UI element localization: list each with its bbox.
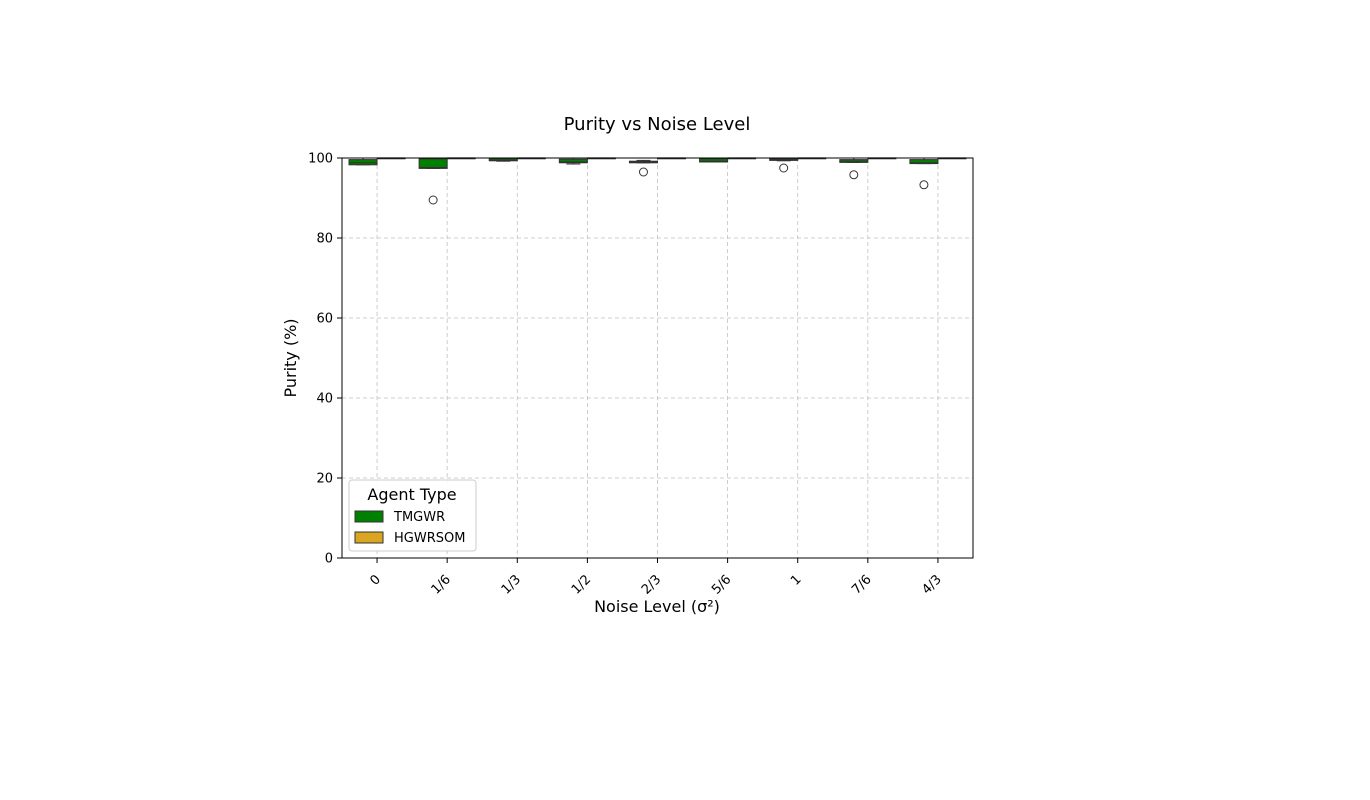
box-tmgwr [699,157,729,163]
box-tmgwr [909,157,939,190]
legend: Agent Type TMGWR HGWRSOM [348,479,477,552]
y-tick-label: 100 [308,152,333,167]
outlier-point [428,195,438,205]
legend-swatch-hgwrsom [354,531,384,544]
box-tmgwr [558,157,588,165]
box-tmgwr [418,157,448,205]
box-body [699,158,729,163]
legend-label-hgwrsom: HGWRSOM [394,531,465,546]
legend-title: Agent Type [367,485,456,504]
outlier-point [638,167,648,177]
y-tick-label: 60 [316,312,333,327]
box-tmgwr [769,157,799,173]
chart-title: Purity vs Noise Level [564,114,751,135]
box-tmgwr [628,159,659,177]
y-axis-label: Purity (%) [281,318,300,397]
y-tick-label: 40 [316,392,333,407]
legend-label-tmgwr: TMGWR [393,510,445,525]
outlier-point [849,170,859,180]
x-tick-label: 1 [788,572,804,588]
box-tmgwr [839,157,869,180]
outlier-point [919,180,929,190]
y-tick-label: 0 [325,552,333,567]
x-tick-label: 7/6 [849,572,874,597]
box-body [909,159,939,165]
x-tick-label: 1/6 [429,572,454,597]
x-tick-label: 4/3 [919,572,944,597]
box-body [418,158,448,169]
x-axis-label: Noise Level (σ²) [594,597,720,616]
legend-swatch-tmgwr [354,510,384,523]
y-tick-label: 20 [316,472,333,487]
x-axis: 0 1/6 1/3 1/2 2/3 5/6 1 7/6 4/3 [367,558,945,598]
x-tick-label: 0 [367,572,383,588]
x-tick-label: 2/3 [639,572,664,597]
box-tmgwr [348,157,378,166]
x-tick-label: 1/3 [499,572,524,597]
outlier-point [779,163,789,173]
y-tick-label: 80 [316,232,333,247]
x-tick-label: 1/2 [569,572,594,597]
x-tick-label: 5/6 [709,572,734,597]
box-body [558,158,588,164]
y-axis: 0 20 40 60 80 100 [308,152,342,567]
